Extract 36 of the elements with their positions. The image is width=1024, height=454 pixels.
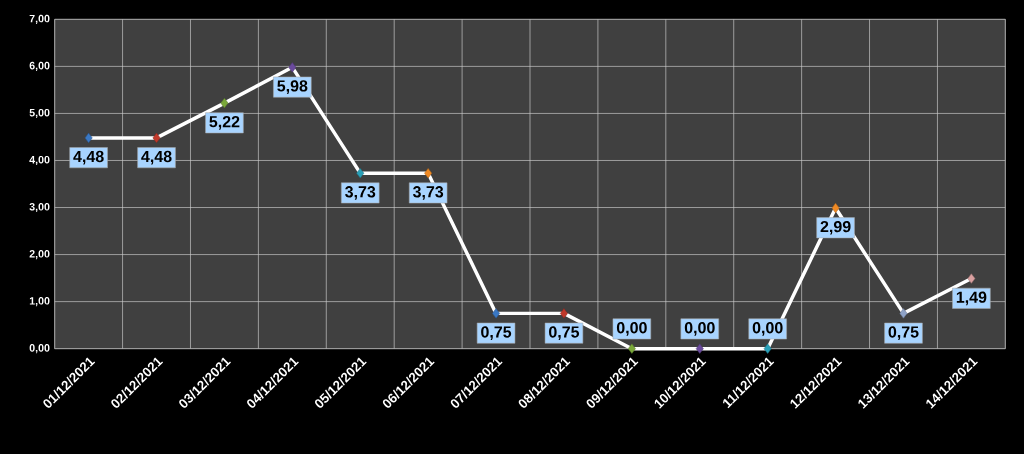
data-label: 5,22	[209, 116, 240, 130]
point	[492, 308, 500, 319]
y-tick-label: 2,00	[29, 250, 50, 260]
point	[560, 308, 568, 319]
point	[220, 98, 229, 109]
y-tick-label: 5,00	[29, 108, 50, 118]
point	[899, 308, 908, 319]
y-tick-label: 1,00	[29, 297, 50, 307]
y-tick-label: 7,00	[29, 14, 50, 24]
data-label: 0,75	[549, 326, 580, 340]
point	[627, 343, 636, 354]
data-label: 0,00	[684, 322, 715, 336]
data-label: 3,73	[345, 186, 376, 200]
data-label: 0,00	[752, 322, 783, 336]
point	[288, 62, 297, 73]
y-tick-label: 4,00	[29, 155, 50, 166]
point	[695, 343, 704, 354]
data-label: 0,75	[481, 326, 512, 340]
data-label: 4,48	[141, 150, 172, 165]
point	[831, 202, 840, 214]
point	[84, 132, 93, 143]
data-label: 4,48	[73, 150, 104, 165]
data-label: 2,99	[820, 220, 851, 235]
point	[763, 343, 772, 354]
point	[424, 168, 433, 179]
point	[356, 168, 365, 179]
point	[152, 132, 161, 143]
data-label: 1,49	[956, 291, 987, 306]
data-label: 5,98	[277, 80, 308, 94]
data-label: 3,73	[412, 186, 444, 200]
y-tick-label: 0,00	[29, 344, 50, 354]
data-label: 0,75	[888, 326, 919, 340]
y-tick-label: 6,00	[29, 61, 50, 71]
data-label: 0,00	[616, 322, 647, 336]
y-tick-label: 3,00	[29, 202, 50, 213]
point	[967, 273, 976, 284]
